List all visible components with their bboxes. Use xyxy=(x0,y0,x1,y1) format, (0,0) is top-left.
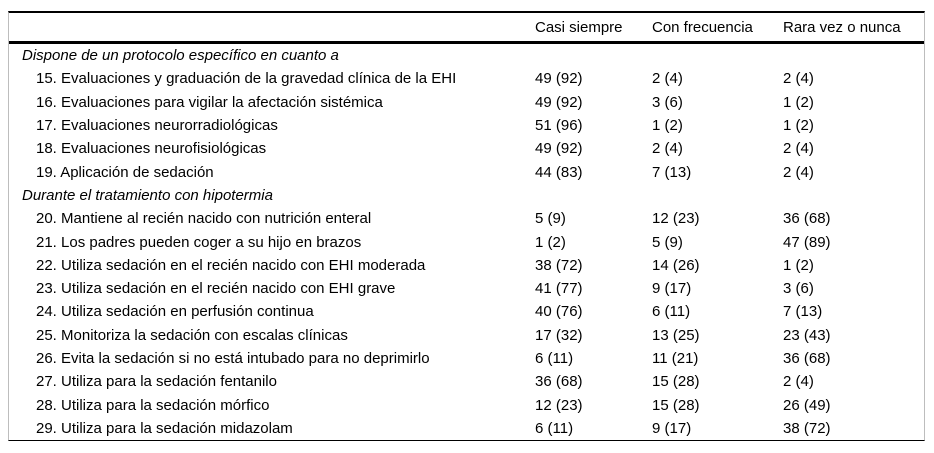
row-label: 24. Utiliza sedación en perfusión contin… xyxy=(36,304,314,320)
section-header-protocolo: Dispone de un protocolo específico en cu… xyxy=(9,44,924,67)
table-row-22: 22. Utiliza sedación en el recién nacido… xyxy=(9,254,924,277)
row-label: 26. Evita la sedación si no está intubad… xyxy=(36,351,430,366)
section-title: Dispone de un protocolo específico en cu… xyxy=(22,48,339,64)
value-casi-siempre: 6 (11) xyxy=(535,351,574,366)
value-rara-vez: 7 (13) xyxy=(783,304,823,320)
value-con-frecuencia: 12 (23) xyxy=(652,211,700,227)
survey-results-table: Casi siempre Con frecuencia Rara vez o n… xyxy=(8,11,925,442)
value-casi-siempre: 49 (92) xyxy=(535,71,583,87)
value-rara-vez: 1 (2) xyxy=(783,257,814,273)
row-label: 17. Evaluaciones neurorradiológicas xyxy=(36,118,278,134)
row-label: 25. Monitoriza la sedación con escalas c… xyxy=(36,327,348,343)
value-con-frecuencia: 6 (11) xyxy=(652,304,691,320)
row-label: 18. Evaluaciones neurofisiológicas xyxy=(36,141,267,157)
row-label: 22. Utiliza sedación en el recién nacido… xyxy=(36,257,426,273)
row-label: 23. Utiliza sedación en el recién nacido… xyxy=(36,281,396,297)
section-header-hipotermia: Durante el tratamiento con hipotermia xyxy=(9,184,924,207)
value-rara-vez: 2 (4) xyxy=(783,164,814,180)
value-con-frecuencia: 9 (17) xyxy=(652,420,692,436)
value-con-frecuencia: 15 (28) xyxy=(652,374,700,390)
value-casi-siempre: 44 (83) xyxy=(535,164,583,180)
value-con-frecuencia: 15 (28) xyxy=(652,397,700,413)
table-header-row: Casi siempre Con frecuencia Rara vez o n… xyxy=(9,13,924,44)
value-con-frecuencia: 14 (26) xyxy=(652,257,700,273)
col-header-casi-siempre: Casi siempre xyxy=(535,19,623,35)
table-row-18: 18. Evaluaciones neurofisiológicas 49 (9… xyxy=(9,137,924,160)
row-label: 27. Utiliza para la sedación fentanilo xyxy=(36,374,277,390)
table-row-24: 24. Utiliza sedación en perfusión contin… xyxy=(9,300,924,323)
value-rara-vez: 2 (4) xyxy=(783,141,814,157)
value-rara-vez: 38 (72) xyxy=(783,420,831,436)
table-row-20: 20. Mantiene al recién nacido con nutric… xyxy=(9,207,924,230)
value-casi-siempre: 5 (9) xyxy=(535,211,566,227)
value-rara-vez: 36 (68) xyxy=(783,351,831,366)
table-row-28: 28. Utiliza para la sedación mórfico 12 … xyxy=(9,393,924,416)
table-row-26: 26. Evita la sedación si no está intubad… xyxy=(9,347,924,370)
col-header-rara-vez-o-nunca: Rara vez o nunca xyxy=(783,19,901,35)
value-rara-vez: 26 (49) xyxy=(783,397,831,413)
col-header-con-frecuencia: Con frecuencia xyxy=(652,19,753,35)
value-rara-vez: 2 (4) xyxy=(783,374,814,390)
value-rara-vez: 1 (2) xyxy=(783,94,814,110)
value-casi-siempre: 41 (77) xyxy=(535,281,583,297)
value-casi-siempre: 38 (72) xyxy=(535,257,583,273)
value-rara-vez: 1 (2) xyxy=(783,118,814,134)
table-row-25: 25. Monitoriza la sedación con escalas c… xyxy=(9,324,924,347)
value-casi-siempre: 17 (32) xyxy=(535,327,583,343)
value-con-frecuencia: 5 (9) xyxy=(652,234,683,250)
value-con-frecuencia: 13 (25) xyxy=(652,327,700,343)
row-label: 21. Los padres pueden coger a su hijo en… xyxy=(36,234,362,250)
value-rara-vez: 47 (89) xyxy=(783,234,831,250)
row-label: 28. Utiliza para la sedación mórfico xyxy=(36,397,270,413)
value-con-frecuencia: 2 (4) xyxy=(652,71,683,87)
value-casi-siempre: 40 (76) xyxy=(535,304,583,320)
table-row-23: 23. Utiliza sedación en el recién nacido… xyxy=(9,277,924,300)
value-rara-vez: 36 (68) xyxy=(783,211,831,227)
value-rara-vez: 23 (43) xyxy=(783,327,831,343)
section-title: Durante el tratamiento con hipotermia xyxy=(22,187,273,203)
row-label: 15. Evaluaciones y graduación de la grav… xyxy=(36,71,457,87)
value-con-frecuencia: 2 (4) xyxy=(652,141,683,157)
table-row-15: 15. Evaluaciones y graduación de la grav… xyxy=(9,67,924,90)
value-con-frecuencia: 3 (6) xyxy=(652,94,683,110)
table-row-17: 17. Evaluaciones neurorradiológicas 51 (… xyxy=(9,114,924,137)
value-casi-siempre: 6 (11) xyxy=(535,420,574,436)
value-rara-vez: 2 (4) xyxy=(783,71,814,87)
row-label: 19. Aplicación de sedación xyxy=(36,164,214,180)
value-con-frecuencia: 7 (13) xyxy=(652,164,692,180)
table-row-16: 16. Evaluaciones para vigilar la afectac… xyxy=(9,91,924,114)
value-casi-siempre: 49 (92) xyxy=(535,94,583,110)
value-con-frecuencia: 11 (21) xyxy=(652,351,699,366)
value-rara-vez: 3 (6) xyxy=(783,281,814,297)
table-row-21: 21. Los padres pueden coger a su hijo en… xyxy=(9,230,924,253)
row-label: 16. Evaluaciones para vigilar la afectac… xyxy=(36,94,383,110)
table-row-29: 29. Utiliza para la sedación midazolam 6… xyxy=(9,417,924,440)
row-label: 29. Utiliza para la sedación midazolam xyxy=(36,420,293,436)
value-casi-siempre: 12 (23) xyxy=(535,397,583,413)
table-row-27: 27. Utiliza para la sedación fentanilo 3… xyxy=(9,370,924,393)
value-casi-siempre: 49 (92) xyxy=(535,141,583,157)
table-row-19: 19. Aplicación de sedación 44 (83) 7 (13… xyxy=(9,160,924,183)
value-con-frecuencia: 9 (17) xyxy=(652,281,692,297)
value-casi-siempre: 1 (2) xyxy=(535,234,566,250)
value-con-frecuencia: 1 (2) xyxy=(652,118,683,134)
value-casi-siempre: 36 (68) xyxy=(535,374,583,390)
row-label: 20. Mantiene al recién nacido con nutric… xyxy=(36,211,372,227)
value-casi-siempre: 51 (96) xyxy=(535,118,583,134)
